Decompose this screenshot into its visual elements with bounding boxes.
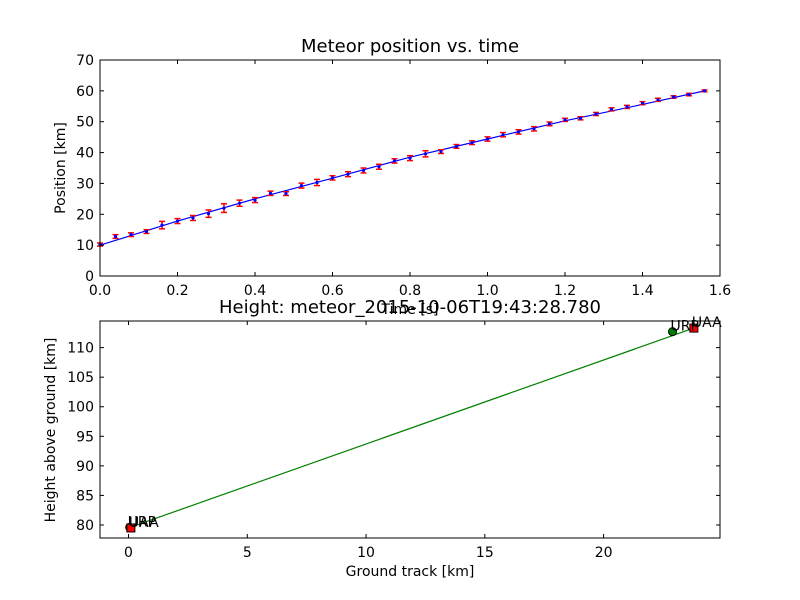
data-point [439, 150, 443, 154]
y-tick-label-top: 20 [76, 207, 94, 223]
x-axis-label-bottom: Ground track [km] [346, 564, 475, 580]
data-point [609, 107, 614, 111]
chart-title-bottom: Height: meteor_2015-10-06T19:43:28.780 [219, 297, 601, 318]
data-point [113, 234, 118, 239]
station-label: UAA [692, 315, 722, 331]
x-tick-label-bottom: 10 [357, 545, 375, 561]
x-tick-label-bottom: 0 [124, 545, 133, 561]
data-point [470, 141, 474, 145]
data-point [640, 101, 645, 105]
y-tick-label-bottom: 90 [76, 459, 94, 475]
y-tick-label-bottom: 105 [67, 370, 94, 386]
y-tick-label-top: 40 [76, 146, 94, 162]
x-tick-label-top: 0.0 [89, 283, 111, 299]
x-tick-label-top: 1.6 [709, 283, 731, 299]
y-tick-label-bottom: 95 [76, 429, 94, 445]
y-axis-label-bottom: Height above ground [km] [43, 338, 59, 523]
data-point [284, 192, 288, 196]
data-point [268, 191, 273, 195]
x-tick-label-top: 0.8 [399, 283, 421, 299]
data-point [222, 206, 226, 210]
x-tick-label-top: 0.6 [321, 283, 343, 299]
data-point [175, 219, 180, 223]
y-tick-label-top: 60 [76, 84, 94, 100]
data-point [702, 89, 707, 93]
x-axis-label-top: Time [s] [381, 302, 439, 318]
x-tick-label-top: 1.2 [554, 283, 576, 299]
data-point [315, 180, 319, 185]
y-tick-label-bottom: 80 [76, 518, 94, 534]
data-point [516, 130, 521, 134]
y-tick-label-bottom: 85 [76, 488, 94, 504]
data-point [330, 176, 335, 180]
data-point [299, 183, 304, 188]
data-point [671, 95, 676, 99]
y-tick-label-top: 30 [76, 176, 94, 192]
data-point [377, 165, 381, 169]
plot-area-top [100, 60, 720, 276]
data-point [501, 133, 505, 137]
data-point [392, 159, 397, 163]
station-label: URP [670, 319, 698, 335]
data-point [408, 156, 412, 160]
x-tick-label-bottom: 15 [476, 545, 494, 561]
station-marker [689, 323, 699, 333]
data-point [563, 118, 567, 122]
station-label: URP [128, 514, 156, 530]
data-point [625, 105, 629, 109]
x-tick-label-bottom: 20 [595, 545, 613, 561]
data-point [485, 137, 490, 141]
y-axis-label-top: Position [km] [53, 122, 69, 214]
axes-frame-bottom [99, 320, 721, 539]
data-point [346, 172, 350, 176]
data-point [532, 127, 536, 131]
data-point [160, 223, 164, 227]
ground-track-line [128, 327, 695, 529]
x-tick-label-top: 1.4 [631, 283, 653, 299]
y-tick-label-top: 70 [76, 53, 94, 69]
data-point [423, 152, 428, 156]
data-point [237, 201, 242, 205]
data-point [687, 92, 691, 97]
y-tick-label-bottom: 100 [67, 400, 94, 416]
x-tick-label-top: 0.4 [244, 283, 266, 299]
x-tick-label-bottom: 5 [243, 545, 252, 561]
x-tick-label-top: 1.0 [476, 283, 498, 299]
data-point [361, 168, 366, 173]
data-point [129, 233, 133, 237]
data-point [547, 122, 552, 126]
data-point [253, 198, 257, 202]
y-tick-label-top: 10 [76, 238, 94, 254]
position-vs-time-chart: 0.0 0.2 0.4 0.6 0.8 1.0 1.2 1.4 1.6 0 10 20 30 40 50 60… [53, 36, 731, 318]
data-point [578, 116, 583, 120]
data-point [454, 144, 459, 148]
x-tick-label-top: 0.2 [166, 283, 188, 299]
data-point [594, 112, 598, 116]
y-tick-label-top: 50 [76, 115, 94, 131]
y-tick-label-bottom: 110 [67, 341, 94, 357]
station-label: UAA [129, 515, 159, 531]
data-point [656, 98, 660, 102]
station-marker [667, 327, 677, 337]
data-point [191, 216, 195, 220]
data-point [206, 212, 211, 216]
y-tick-label-top: 0 [85, 269, 94, 285]
data-point [144, 229, 149, 234]
chart-title-top: Meteor position vs. time [301, 36, 519, 57]
station-marker [126, 523, 136, 533]
